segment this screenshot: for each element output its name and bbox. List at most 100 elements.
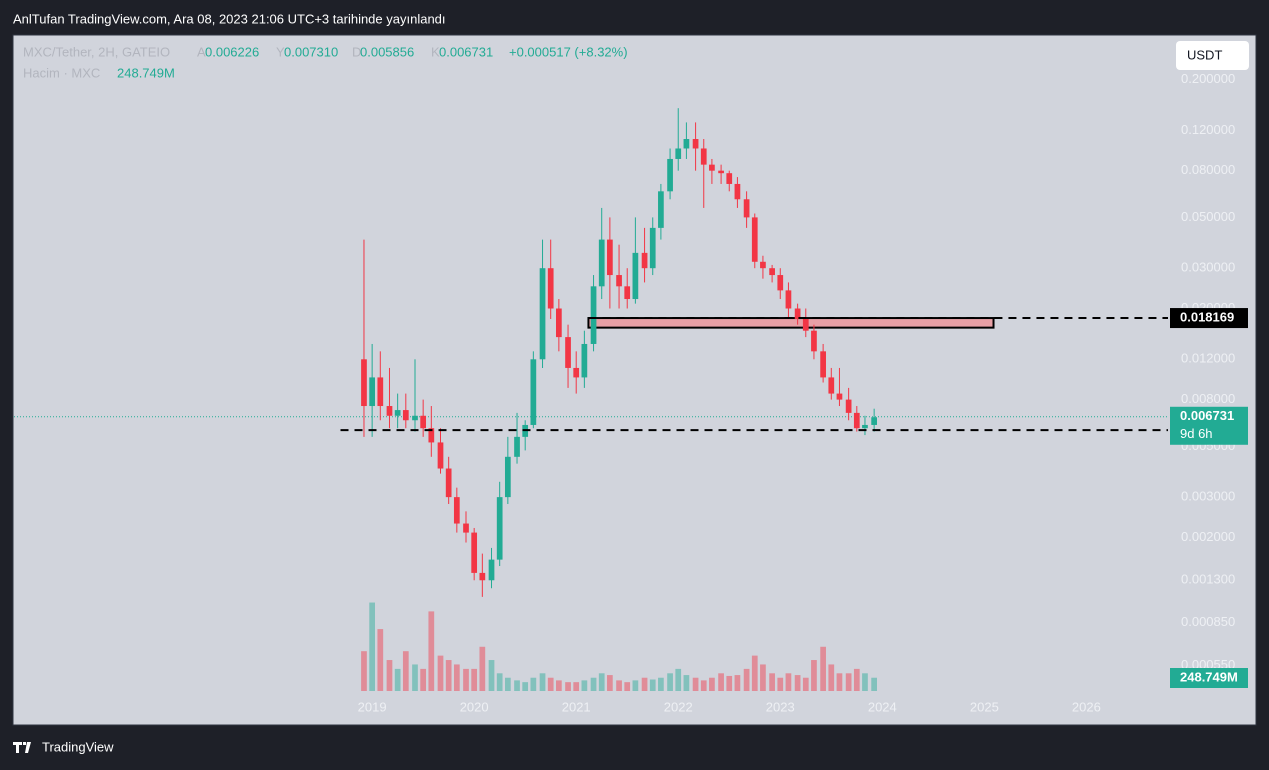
volume-bar <box>607 675 613 691</box>
volume-legend: Hacim · MXC <box>23 65 100 80</box>
countdown: 9d 6h <box>1180 426 1213 441</box>
ohlc-value: 0.006226 <box>205 44 259 59</box>
volume-bar <box>751 655 758 691</box>
volume-bar <box>556 680 562 691</box>
volume-bar <box>471 668 478 691</box>
volume-bar <box>386 660 393 691</box>
ohlc-key: A <box>197 44 206 59</box>
candle-body <box>709 164 715 171</box>
volume-bar <box>402 651 409 691</box>
volume-bar <box>514 680 520 691</box>
volume-bar <box>616 680 622 691</box>
volume-bar <box>760 664 766 691</box>
ohlc-key: D <box>352 44 361 59</box>
volume-bar <box>658 677 664 691</box>
candle-body <box>769 268 775 276</box>
ohlc-value: 0.007310 <box>284 44 338 59</box>
level-label: 0.018169 <box>1180 309 1234 324</box>
candle-body <box>692 139 699 149</box>
y-tick-label: 0.080000 <box>1181 162 1235 177</box>
x-tick-label: 2020 <box>460 699 489 714</box>
volume-bar <box>718 673 724 691</box>
y-tick-label: 0.012000 <box>1181 351 1235 366</box>
candle-body <box>802 318 809 331</box>
volume-bar <box>412 664 418 691</box>
currency-button[interactable] <box>1176 41 1249 70</box>
volume-bar <box>479 646 486 691</box>
volume-bar <box>581 680 588 691</box>
last-price-label: 0.006731 <box>1180 408 1234 423</box>
x-tick-label: 2024 <box>868 699 897 714</box>
volume-bar <box>794 675 801 691</box>
volume-bar <box>836 673 843 691</box>
volume-bar <box>377 629 384 691</box>
candle-body <box>853 412 860 429</box>
volume-bar <box>769 673 775 691</box>
candle-body <box>394 410 401 416</box>
candle-body <box>649 227 656 269</box>
last-price-box <box>1170 406 1248 445</box>
volume-bar <box>845 673 852 691</box>
candle-body <box>556 308 562 338</box>
candle-body <box>743 199 750 218</box>
volume-bar <box>811 660 817 691</box>
supply-zone <box>587 317 995 329</box>
candle-body <box>794 308 801 319</box>
candle-body <box>683 139 690 149</box>
volume-bar <box>802 677 809 691</box>
publisher: AnlTufan TradingView.com, Ara 08, 2023 2… <box>13 11 446 26</box>
volume-bar <box>547 677 554 691</box>
candle-body <box>616 275 622 287</box>
candle-body <box>675 148 682 159</box>
y-tick-label: 0.003000 <box>1181 489 1235 504</box>
currency-button-label[interactable]: USDT <box>1187 47 1222 62</box>
volume-bar <box>641 677 648 691</box>
volume-bar <box>632 680 639 691</box>
candle-body <box>667 158 673 192</box>
candle-body <box>811 330 817 352</box>
volume-bar <box>369 602 375 691</box>
volume-bar <box>530 677 537 691</box>
candle-body <box>402 410 409 421</box>
volume-bar <box>522 682 529 691</box>
candle-body <box>412 415 418 421</box>
volume-bar <box>437 655 444 691</box>
candle-body <box>437 442 444 469</box>
candle-body <box>530 359 537 425</box>
candle-body <box>581 343 588 378</box>
logo-icon <box>13 742 31 753</box>
level-label-box <box>1170 308 1248 329</box>
x-tick-label: 2022 <box>664 699 693 714</box>
candle-body <box>658 191 664 228</box>
volume-bar <box>692 677 699 691</box>
volume-bar <box>445 660 452 691</box>
candle-body <box>751 217 758 262</box>
x-tick-label: 2019 <box>358 699 387 714</box>
candle-body <box>428 428 435 443</box>
volume-bar <box>573 682 580 691</box>
candle-body <box>479 572 486 581</box>
x-tick-label: 2025 <box>970 699 999 714</box>
candle-body <box>471 532 478 573</box>
candle-body <box>734 183 741 200</box>
candle-body <box>463 523 469 533</box>
volume-bar <box>709 677 715 691</box>
volume-last: 248.749M <box>117 65 175 80</box>
candle-body <box>496 497 503 560</box>
overlay: MXC/Tether, 2H, GATEIO +0.000517 (+8.32%… <box>13 41 1249 754</box>
x-tick-label: 2023 <box>766 699 795 714</box>
candle-body <box>726 173 733 184</box>
y-tick-label: 0.120000 <box>1181 122 1235 137</box>
volume-bar <box>539 673 546 691</box>
volume-bar <box>361 651 367 691</box>
ohlc-key: Y <box>276 44 285 59</box>
volume-bar <box>649 679 656 691</box>
volume-bar <box>820 646 826 691</box>
candle-body <box>607 239 613 276</box>
y-tick-label: 0.002000 <box>1181 529 1235 544</box>
y-tick-label: 0.050000 <box>1181 209 1235 224</box>
volume-bar <box>590 677 597 691</box>
volume-bar <box>862 673 868 691</box>
